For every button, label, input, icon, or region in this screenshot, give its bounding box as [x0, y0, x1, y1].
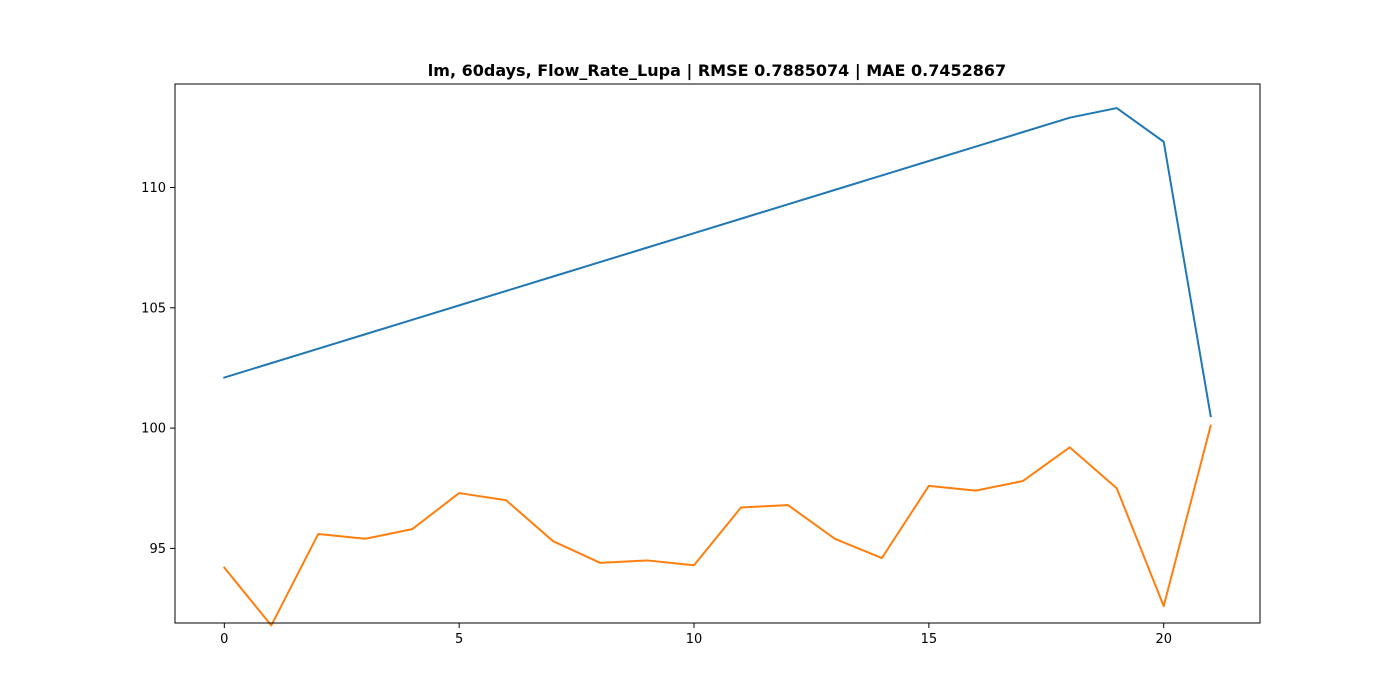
x-tick-label: 15	[921, 632, 938, 647]
plot-area	[222, 107, 1212, 627]
y-tick-label: 100	[141, 422, 166, 437]
x-tick-label: 0	[220, 632, 228, 647]
y-tick-label: 110	[141, 181, 166, 196]
plot-frame	[174, 83, 1261, 624]
axes: 0 5 10 15 20 95 100 105 110	[141, 181, 1172, 647]
series-line-1	[223, 107, 1212, 418]
y-tick-label: 95	[149, 542, 166, 557]
x-tick-label: 10	[686, 632, 703, 647]
x-tick-label: 5	[455, 632, 463, 647]
x-tick-label: 20	[1155, 632, 1172, 647]
series-line-2	[222, 424, 1212, 627]
y-tick-label: 105	[141, 301, 166, 316]
chart-title: lm, 60days, Flow_Rate_Lupa | RMSE 0.7885…	[428, 61, 1006, 81]
